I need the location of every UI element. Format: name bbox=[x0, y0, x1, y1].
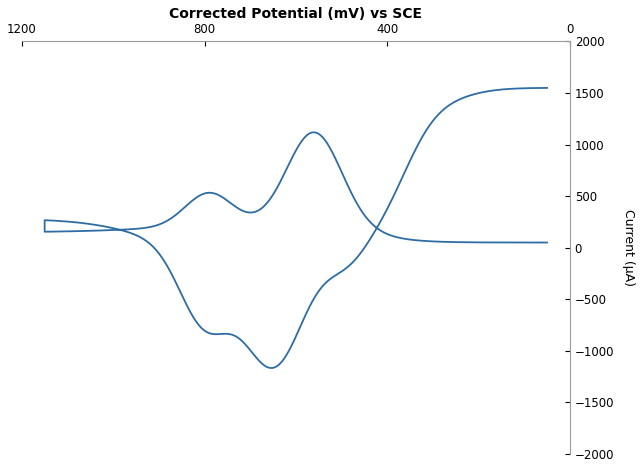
X-axis label: Corrected Potential (mV) vs SCE: Corrected Potential (mV) vs SCE bbox=[169, 7, 422, 21]
Y-axis label: Current (µA): Current (µA) bbox=[622, 209, 635, 286]
